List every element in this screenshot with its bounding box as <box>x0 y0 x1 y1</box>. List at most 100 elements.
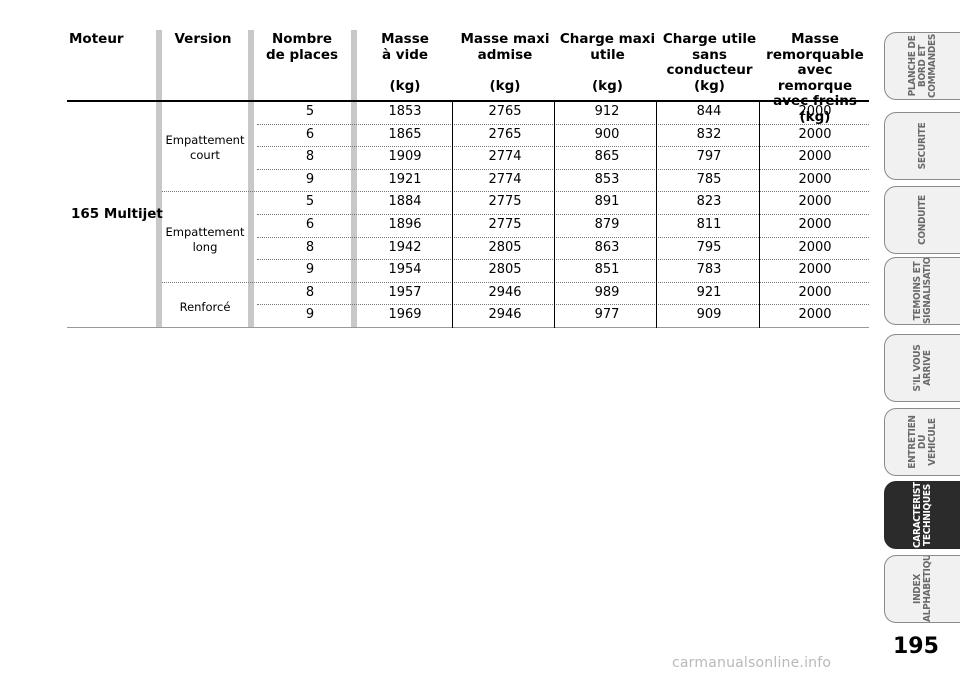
table-cell: 2000 <box>798 217 832 232</box>
header-rule <box>67 100 869 102</box>
table-cell: 851 <box>594 262 620 278</box>
header-masse-maxi: Masse maxi admise (kg) <box>460 31 550 94</box>
section-tab[interactable]: INDEX ALPHABETIQUE <box>884 555 960 623</box>
table-cell: 2000 <box>798 104 832 119</box>
table-cell: 989 <box>594 284 620 300</box>
section-tab[interactable]: ENTRETIEN DU VEHICULE <box>884 408 960 476</box>
header-masse-remorquable: Masse remorquable avec remorque avec fre… <box>766 31 864 125</box>
table-cell: 1909 <box>388 149 422 165</box>
table-cell: 2774 <box>488 149 522 165</box>
table-cell: 785 <box>696 171 722 187</box>
header-version: Version <box>174 31 232 47</box>
row-separator <box>257 146 869 148</box>
version-cell: Empattement long <box>165 225 245 254</box>
table-cell: 844 <box>696 104 722 119</box>
page-number: 195 <box>893 634 939 659</box>
table-cell: 795 <box>696 239 722 255</box>
section-tab-label: S'IL VOUS ARRIVE <box>911 344 933 392</box>
table-cell: 879 <box>594 217 620 232</box>
table-cell: 823 <box>696 194 722 210</box>
table-cell: 1954 <box>388 262 422 278</box>
table-cell: 2000 <box>798 262 832 278</box>
table-cell: 853 <box>594 171 620 187</box>
table-cell: 783 <box>696 262 722 278</box>
table-cell: 2946 <box>488 284 522 300</box>
section-tab[interactable]: S'IL VOUS ARRIVE <box>884 334 960 402</box>
header-masse-vide: Masse à vide (kg) <box>381 31 429 94</box>
table-cell: 2000 <box>798 149 832 165</box>
table-cell: 891 <box>594 194 620 210</box>
table-cell: 900 <box>594 126 620 142</box>
table-cell: 5 <box>305 194 315 210</box>
header-moteur: Moteur <box>69 31 124 47</box>
table-cell: 2774 <box>488 171 522 187</box>
table-cell: 1957 <box>388 284 422 300</box>
table-cell: 1969 <box>388 307 422 323</box>
table-cell: 2000 <box>798 239 832 255</box>
column-divider <box>156 30 162 328</box>
table-cell: 1865 <box>388 126 422 142</box>
column-divider <box>656 102 657 328</box>
row-separator <box>162 281 869 283</box>
version-cell: Empattement court <box>165 133 245 162</box>
table-cell: 2000 <box>798 284 832 300</box>
table-cell: 2775 <box>488 194 522 210</box>
table-bottom-rule <box>67 327 869 328</box>
table-cell: 1942 <box>388 239 422 255</box>
column-divider <box>554 102 555 328</box>
table-cell: 8 <box>305 149 315 165</box>
header-charge-utile: Charge utile sans conducteur (kg) <box>662 31 757 94</box>
header-nombre-places: Nombre de places <box>265 31 339 63</box>
table-cell: 1921 <box>388 171 422 187</box>
section-tab[interactable]: CARACTERISTIQUES TECHNIQUES <box>884 481 960 549</box>
table-cell: 977 <box>594 307 620 323</box>
table-cell: 909 <box>696 307 722 323</box>
column-divider <box>452 102 453 328</box>
section-tab[interactable]: SECURITE <box>884 112 960 180</box>
section-tab[interactable]: PLANCHE DE BORD ET COMMANDES <box>884 32 960 100</box>
table-cell: 8 <box>305 239 315 255</box>
header-charge-maxi: Charge maxi utile (kg) <box>559 31 656 94</box>
table-cell: 9 <box>305 262 315 278</box>
table-cell: 921 <box>696 284 722 300</box>
table-cell: 832 <box>696 126 722 142</box>
column-divider <box>351 30 357 328</box>
table-cell: 1853 <box>388 104 422 119</box>
table-cell: 5 <box>305 104 315 119</box>
table-cell: 8 <box>305 284 315 300</box>
table-cell: 865 <box>594 149 620 165</box>
table-cell: 9 <box>305 171 315 187</box>
table-cell: 1896 <box>388 217 422 232</box>
table-cell: 811 <box>696 217 722 232</box>
row-separator <box>257 168 869 170</box>
table-cell: 6 <box>305 126 315 142</box>
moteur-cell: 165 Multijet <box>71 206 163 222</box>
section-tab-label: INDEX ALPHABETIQUE <box>911 555 933 622</box>
table-cell: 863 <box>594 239 620 255</box>
table-cell: 2000 <box>798 194 832 210</box>
table-cell: 2946 <box>488 307 522 323</box>
section-tab-label: ENTRETIEN DU VEHICULE <box>906 415 938 469</box>
column-divider <box>759 102 760 328</box>
section-tab-label: SECURITE <box>916 122 928 170</box>
row-separator <box>257 259 869 261</box>
row-separator <box>257 123 869 125</box>
characteristics-table: Moteur Version Nombre de places Masse à … <box>67 0 869 330</box>
table-cell: 6 <box>305 217 315 232</box>
table-cell: 797 <box>696 149 722 165</box>
column-divider <box>248 30 254 328</box>
row-separator <box>257 214 869 215</box>
table-cell: 2765 <box>488 104 522 119</box>
table-cell: 9 <box>305 307 315 323</box>
table-cell: 2000 <box>798 171 832 187</box>
section-tab[interactable]: CONDUITE <box>884 186 960 254</box>
table-cell: 2805 <box>488 262 522 278</box>
table-cell: 2765 <box>488 126 522 142</box>
watermark: carmanualsonline.info <box>672 655 832 671</box>
section-tab-label: CARACTERISTIQUES TECHNIQUES <box>911 481 933 548</box>
table-cell: 912 <box>594 104 620 119</box>
section-tab[interactable]: TEMOINS ET SIGNALISATIONS <box>884 257 960 325</box>
version-cell: Renforcé <box>179 300 231 314</box>
table-cell: 2805 <box>488 239 522 255</box>
table-cell: 2000 <box>798 126 832 142</box>
